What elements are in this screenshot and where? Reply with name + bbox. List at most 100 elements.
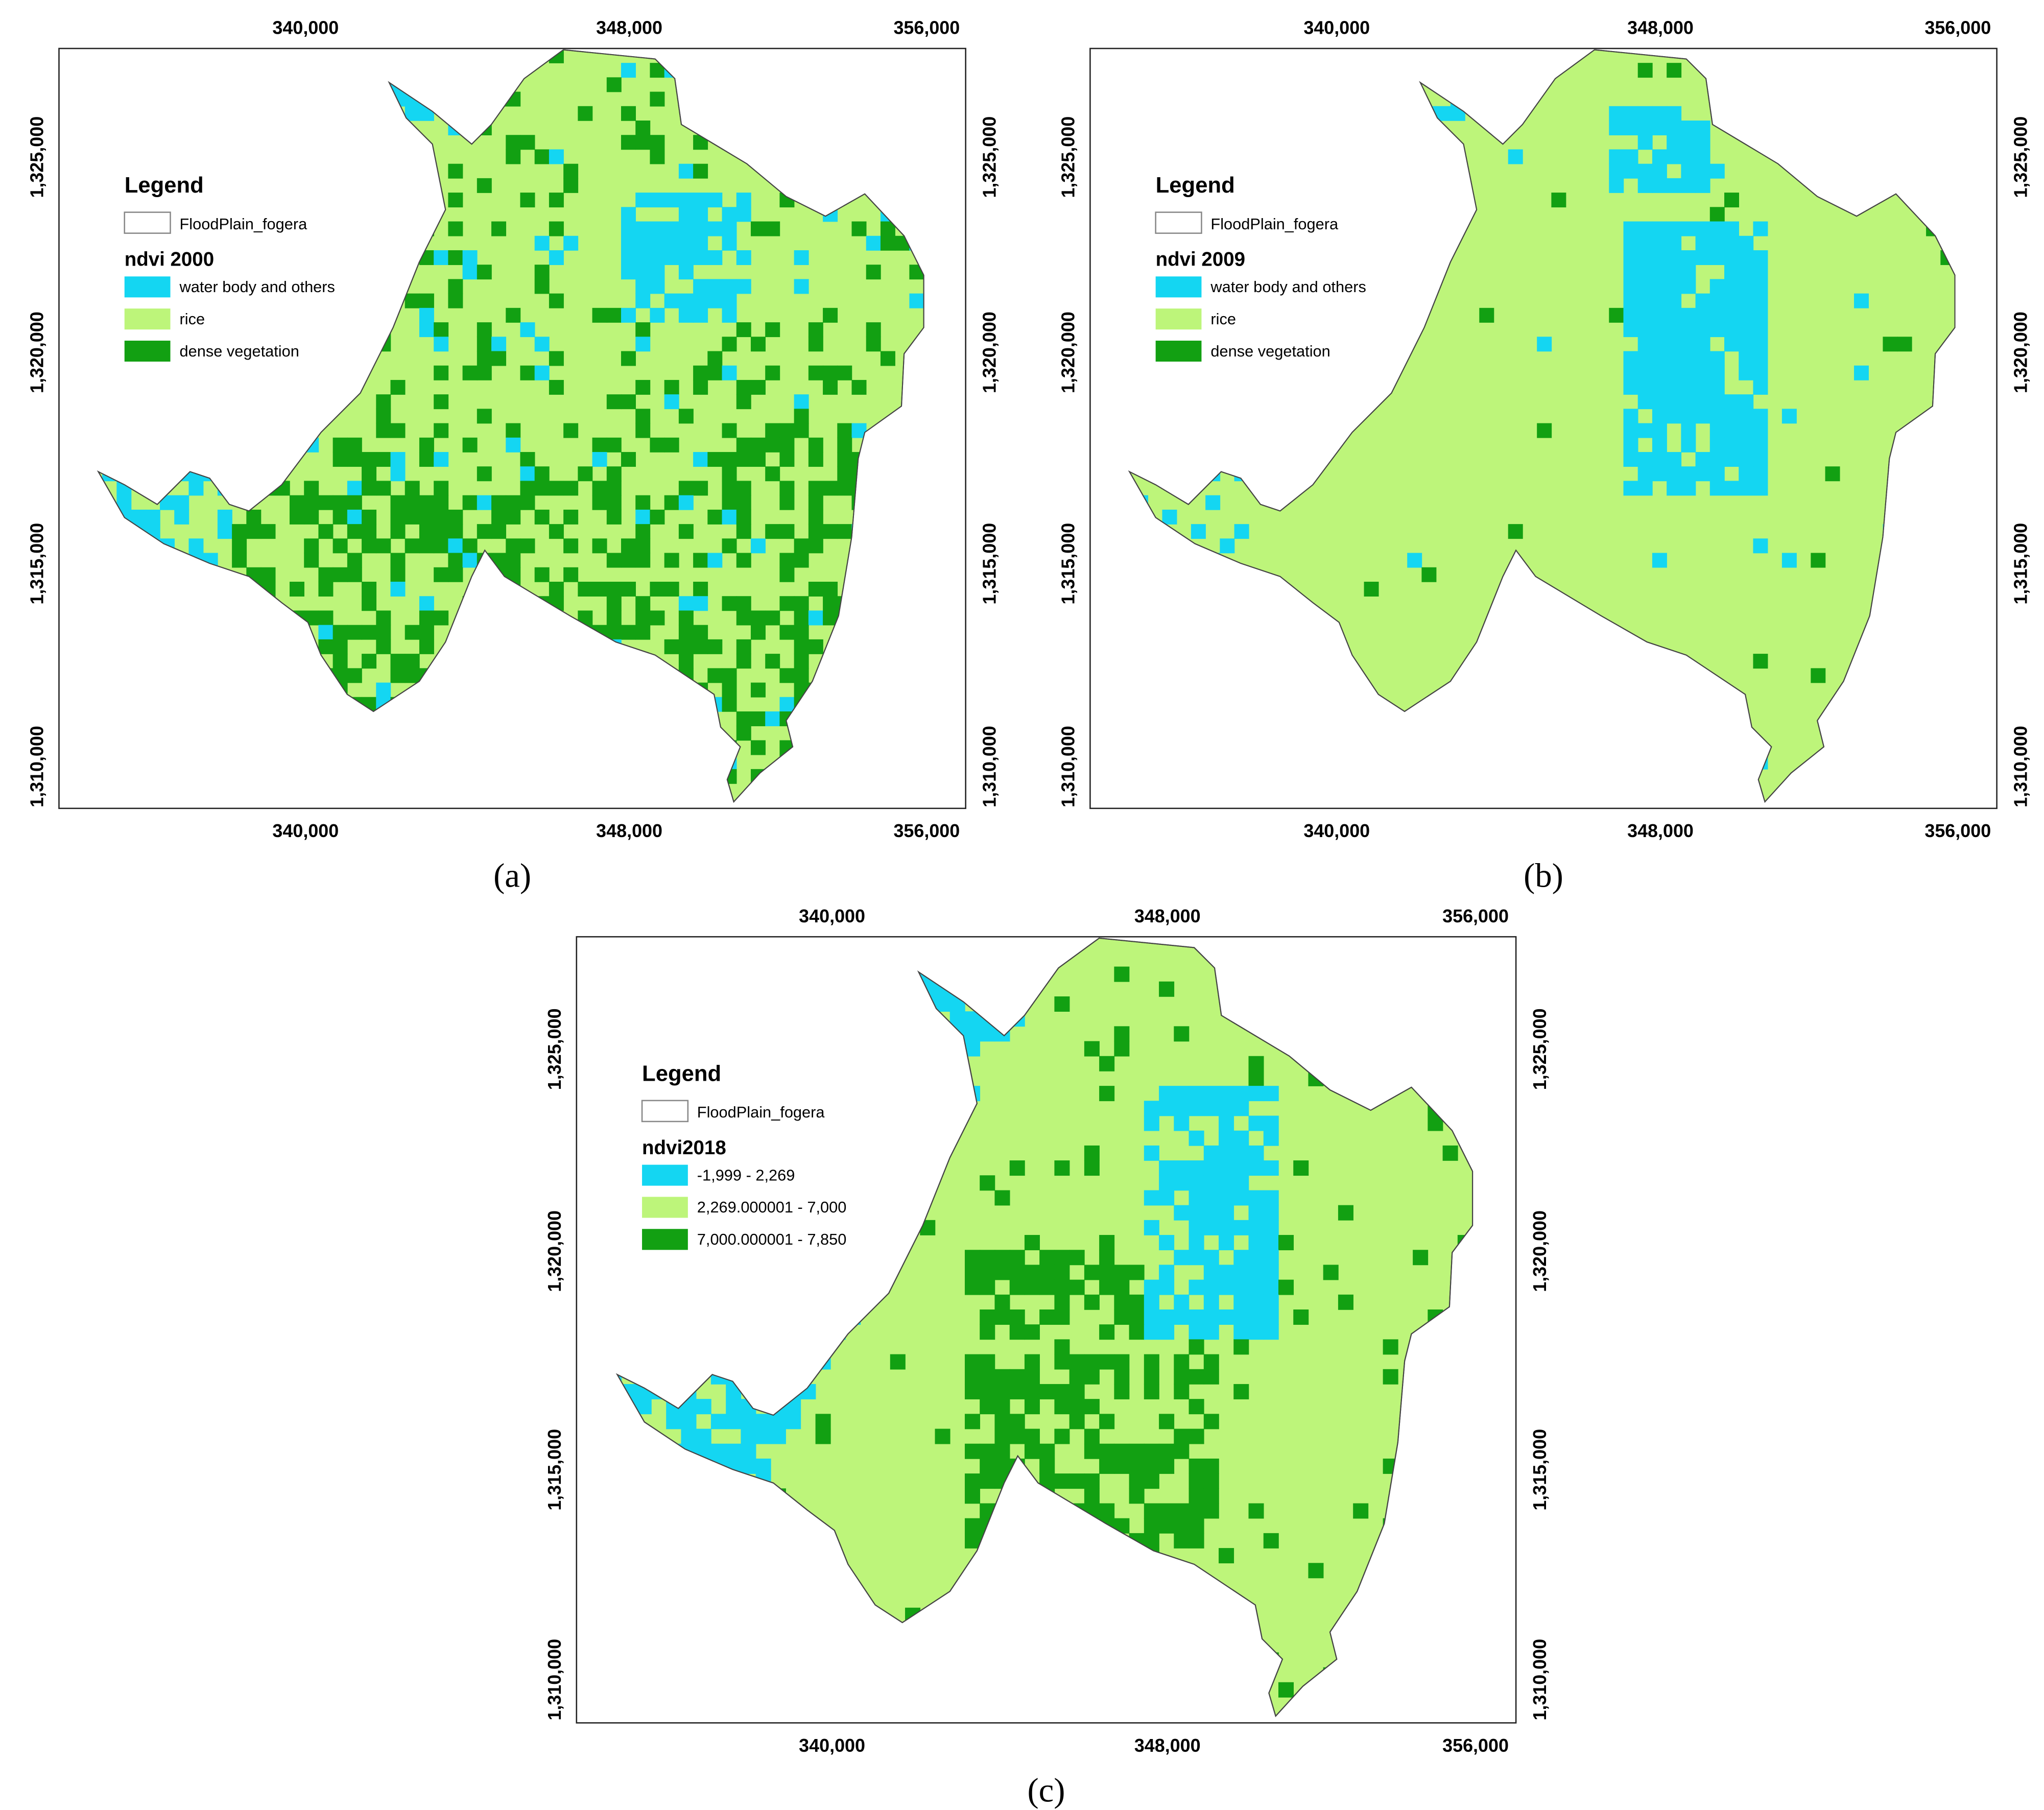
water-cell xyxy=(332,293,348,308)
vegetation-cell xyxy=(390,726,406,741)
vegetation-cell xyxy=(964,1384,981,1399)
vegetation-cell xyxy=(909,524,924,539)
vegetation-cell xyxy=(304,509,319,525)
water-cell xyxy=(905,1115,921,1131)
water-cell xyxy=(949,1070,965,1086)
water-cell xyxy=(845,1130,861,1146)
vegetation-cell xyxy=(750,221,766,236)
water-cell xyxy=(678,235,694,251)
water-cell xyxy=(98,481,103,496)
water-cell xyxy=(664,293,679,308)
water-cell xyxy=(217,524,232,539)
water-cell xyxy=(1159,1265,1175,1280)
vegetation-cell xyxy=(304,783,319,799)
water-cell xyxy=(1263,394,1278,410)
water-cell xyxy=(1176,91,1192,107)
water-cell xyxy=(275,711,290,726)
vegetation-cell xyxy=(1174,1533,1190,1549)
water-cell xyxy=(74,250,88,265)
vegetation-cell xyxy=(1009,1414,1025,1430)
water-cell xyxy=(1233,1175,1249,1191)
water-cell xyxy=(448,77,463,92)
water-cell xyxy=(217,481,232,496)
water-cell xyxy=(1364,250,1379,265)
water-cell xyxy=(880,135,895,150)
water-cell xyxy=(1667,365,1682,380)
water-cell xyxy=(260,307,276,323)
water-cell xyxy=(1129,106,1134,121)
vegetation-cell xyxy=(1144,1443,1159,1459)
water-cell xyxy=(924,351,939,366)
water-cell xyxy=(131,91,146,107)
vegetation-cell xyxy=(938,106,953,121)
water-cell xyxy=(1652,279,1667,294)
water-cell xyxy=(577,1220,592,1235)
vegetation-cell xyxy=(693,163,708,179)
water-cell xyxy=(1681,149,1696,164)
water-cell xyxy=(710,1443,726,1459)
water-cell xyxy=(102,553,117,568)
water-cell xyxy=(74,423,88,438)
water-cell xyxy=(755,1086,771,1102)
water-cell xyxy=(405,149,420,164)
water-cell xyxy=(736,250,751,265)
vegetation-cell xyxy=(1009,1279,1025,1295)
water-cell xyxy=(666,1279,682,1295)
vegetation-cell xyxy=(1009,1428,1025,1444)
water-cell xyxy=(1709,279,1725,294)
vegetation-cell xyxy=(419,639,434,654)
water-cell xyxy=(591,1444,607,1459)
water-cell xyxy=(74,394,88,409)
water-cell xyxy=(98,91,103,107)
vegetation-cell xyxy=(890,1354,906,1370)
water-cell xyxy=(1623,250,1638,265)
water-cell xyxy=(98,596,103,611)
water-cell xyxy=(577,1056,592,1071)
vegetation-cell xyxy=(635,553,651,568)
vegetation-cell xyxy=(1338,1205,1353,1221)
water-cell xyxy=(770,1011,786,1027)
water-cell xyxy=(890,1056,906,1071)
water-cell xyxy=(1292,365,1307,380)
water-cell xyxy=(1724,409,1740,424)
water-cell xyxy=(770,1086,786,1102)
vegetation-cell xyxy=(534,654,550,669)
vegetation-cell xyxy=(1129,1309,1145,1325)
water-cell xyxy=(1133,654,1149,669)
vegetation-cell xyxy=(794,798,809,802)
vegetation-cell xyxy=(1129,1443,1145,1459)
water-cell xyxy=(1233,1130,1249,1146)
vegetation-cell xyxy=(994,1503,1010,1519)
water-cell xyxy=(304,250,319,265)
vegetation-cell xyxy=(693,639,708,654)
water-cell xyxy=(845,1279,861,1295)
water-cell xyxy=(1090,625,1105,640)
legend-swatch xyxy=(1155,211,1202,234)
vegetation-cell xyxy=(994,1399,1010,1415)
vegetation-cell xyxy=(289,423,304,438)
vegetation-cell xyxy=(1069,1250,1085,1266)
water-cell xyxy=(905,966,921,982)
water-cell xyxy=(174,423,189,438)
water-cell xyxy=(1263,1309,1279,1325)
water-cell xyxy=(74,164,88,179)
water-cell xyxy=(741,1011,756,1027)
vegetation-cell xyxy=(1565,711,1581,726)
water-cell xyxy=(188,149,204,164)
y-coordinate-label: 1,315,000 xyxy=(1529,1429,1550,1511)
water-cell xyxy=(1637,279,1653,294)
vegetation-cell xyxy=(880,235,895,251)
water-cell xyxy=(636,1250,652,1266)
water-cell xyxy=(1637,121,1653,135)
water-cell xyxy=(726,1309,742,1325)
vegetation-cell xyxy=(506,625,521,640)
water-cell xyxy=(1364,77,1379,92)
water-cell xyxy=(577,1652,592,1668)
water-cell xyxy=(890,1041,906,1057)
water-cell xyxy=(621,1443,637,1459)
vegetation-cell xyxy=(880,596,895,611)
vegetation-cell xyxy=(1189,1488,1204,1504)
water-cell xyxy=(59,236,74,251)
vegetation-cell xyxy=(563,163,579,179)
water-cell xyxy=(905,981,921,997)
